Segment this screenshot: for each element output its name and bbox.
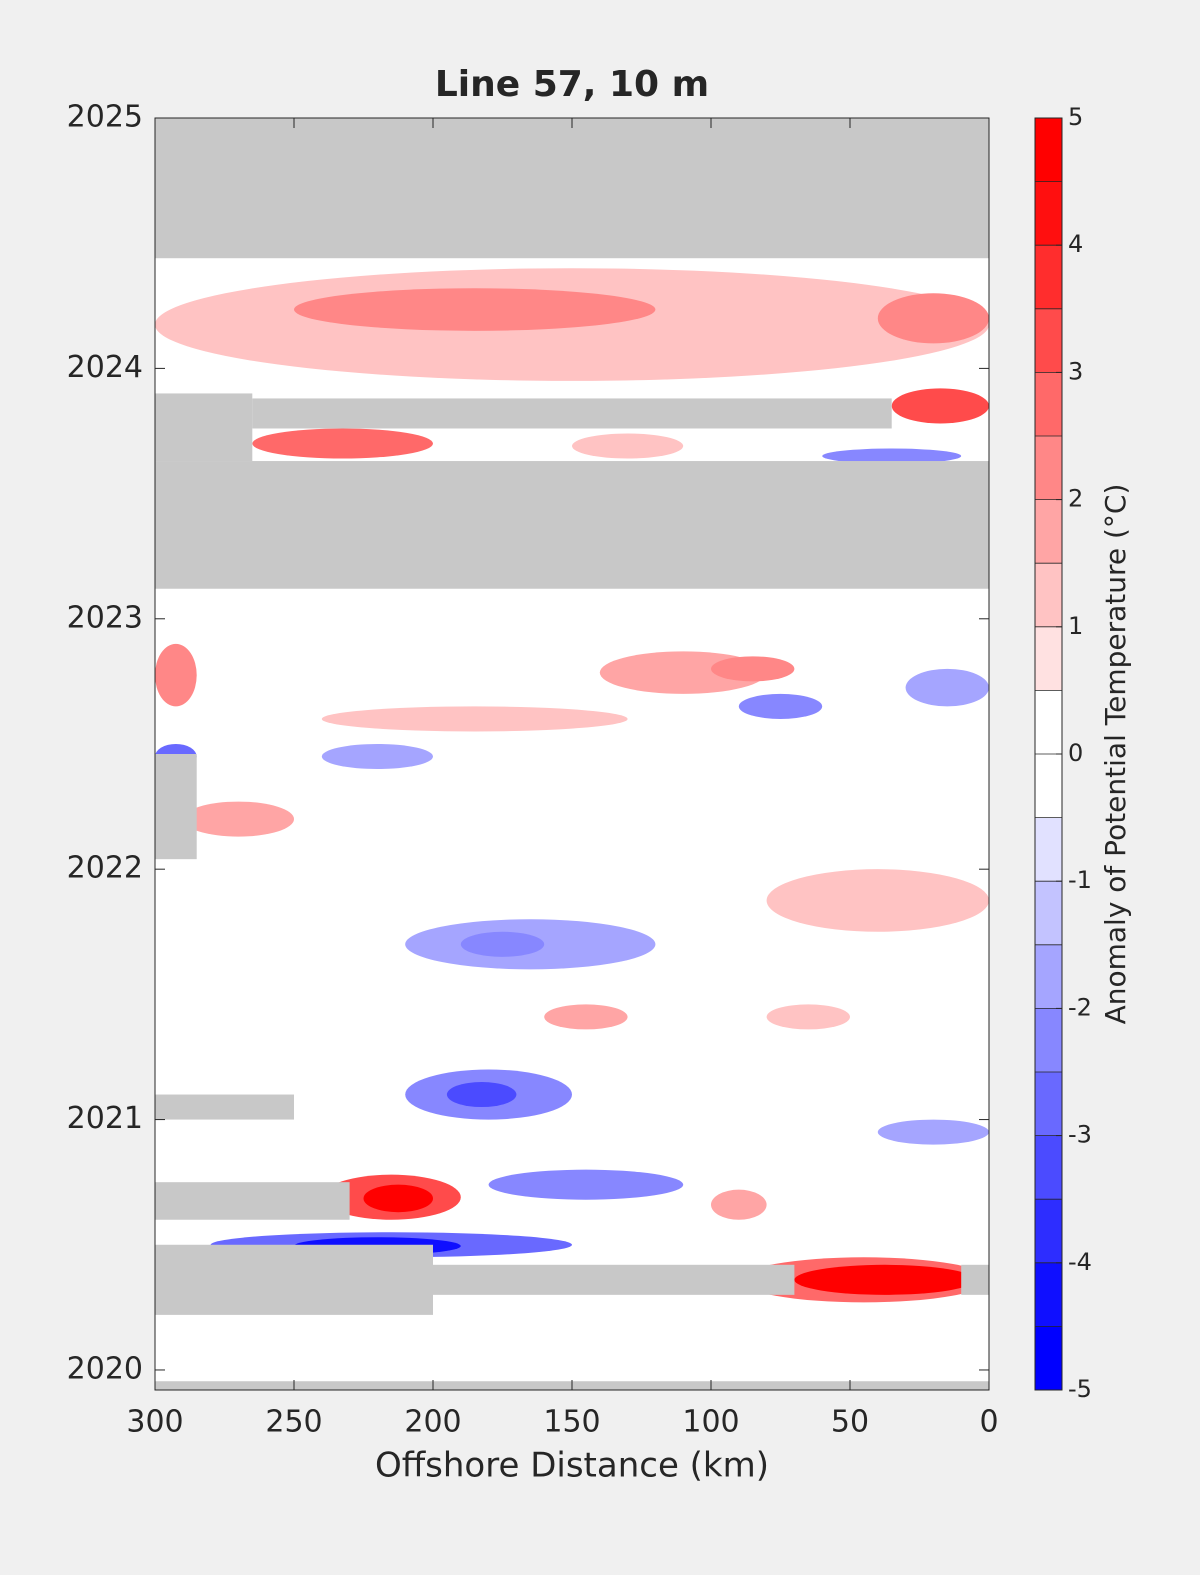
anomaly-region <box>891 388 989 424</box>
colorbar-tick-label: 5 <box>1068 103 1083 131</box>
colorbar-bin <box>1035 1262 1062 1327</box>
x-axis-label: Offshore Distance (km) <box>375 1446 769 1486</box>
anomaly-region <box>711 656 795 682</box>
colorbar-bin <box>1035 626 1062 691</box>
colorbar-tick-label: 3 <box>1068 357 1083 385</box>
chart-title: Line 57, 10 m <box>435 64 709 105</box>
anomaly-region <box>488 1169 684 1200</box>
x-tick-label: 250 <box>265 1405 322 1440</box>
colorbar-bin <box>1035 181 1062 246</box>
colorbar-bin <box>1035 690 1062 754</box>
colorbar-tick-label: 1 <box>1068 612 1083 640</box>
x-tick-label: 300 <box>126 1405 183 1440</box>
y-tick-label: 2024 <box>67 350 143 385</box>
x-tick-label: 50 <box>831 1405 869 1440</box>
colorbar-bin <box>1035 436 1062 500</box>
anomaly-region <box>766 1004 850 1030</box>
colorbar-bin <box>1035 754 1062 818</box>
anomaly-region <box>877 1119 989 1145</box>
no-data-region <box>155 1094 294 1120</box>
no-data-region <box>155 461 989 589</box>
colorbar-label: Anomaly of Potential Temperature (°C) <box>1099 484 1132 1025</box>
anomaly-region <box>822 448 962 464</box>
x-tick-label: 100 <box>682 1405 739 1440</box>
anomaly-region <box>544 1004 628 1030</box>
colorbar-bin <box>1035 1199 1062 1263</box>
x-tick-label: 150 <box>543 1405 600 1440</box>
anomaly-region <box>252 428 433 459</box>
colorbar-tick-label: -4 <box>1068 1248 1092 1276</box>
colorbar-bin <box>1035 499 1062 564</box>
y-tick-label: 2025 <box>67 100 143 135</box>
y-tick-label: 2023 <box>67 600 143 635</box>
colorbar-bin <box>1035 245 1062 309</box>
colorbar-bin <box>1035 1326 1062 1390</box>
anomaly-region <box>738 693 823 719</box>
colorbar-bin <box>1035 372 1062 436</box>
no-data-region <box>155 1182 350 1220</box>
colorbar-bin <box>1035 881 1062 945</box>
anomaly-region <box>877 293 989 344</box>
anomaly-region <box>321 706 628 732</box>
colorbar-tick-label: 2 <box>1068 485 1083 513</box>
no-data-region <box>155 393 253 462</box>
y-tick-label: 2020 <box>67 1351 143 1386</box>
colorbar-bin <box>1035 563 1062 627</box>
anomaly-region <box>446 1082 517 1108</box>
no-data-region <box>961 1264 989 1295</box>
x-tick-label: 0 <box>979 1405 998 1440</box>
colorbar-tick-label: -3 <box>1068 1121 1092 1149</box>
anomaly-region <box>794 1264 976 1295</box>
anomaly-region <box>460 931 545 957</box>
colorbar-tick-label: 0 <box>1068 739 1083 767</box>
colorbar-tick-label: -5 <box>1068 1375 1092 1403</box>
anomaly-region <box>182 801 294 837</box>
no-data-region <box>252 398 892 429</box>
no-data-region <box>433 1264 795 1295</box>
y-tick-label: 2021 <box>67 1101 143 1136</box>
anomaly-region <box>711 1189 767 1220</box>
anomaly-region <box>294 288 656 331</box>
no-data-region <box>155 754 197 860</box>
colorbar-tick-label: -1 <box>1068 866 1092 894</box>
anomaly-region <box>905 668 989 707</box>
anomaly-region <box>363 1184 433 1213</box>
colorbar-tick-label: -2 <box>1068 993 1092 1021</box>
anomaly-region <box>572 433 684 459</box>
y-tick-label: 2022 <box>67 851 143 886</box>
colorbar-bin <box>1035 1135 1062 1200</box>
colorbar-bin <box>1035 308 1062 373</box>
colorbar-bin <box>1035 1072 1062 1136</box>
no-data-region <box>155 1244 433 1315</box>
anomaly-region <box>321 743 433 770</box>
no-data-region <box>155 118 989 259</box>
anomaly-region <box>155 643 197 707</box>
colorbar-bin <box>1035 118 1062 182</box>
field <box>155 118 989 1390</box>
colorbar-bin <box>1035 1008 1062 1072</box>
anomaly-region <box>766 869 989 932</box>
colorbar-bin <box>1035 817 1062 882</box>
x-tick-label: 200 <box>404 1405 461 1440</box>
colorbar-bin <box>1035 944 1062 1009</box>
colorbar-tick-label: 4 <box>1068 230 1083 258</box>
